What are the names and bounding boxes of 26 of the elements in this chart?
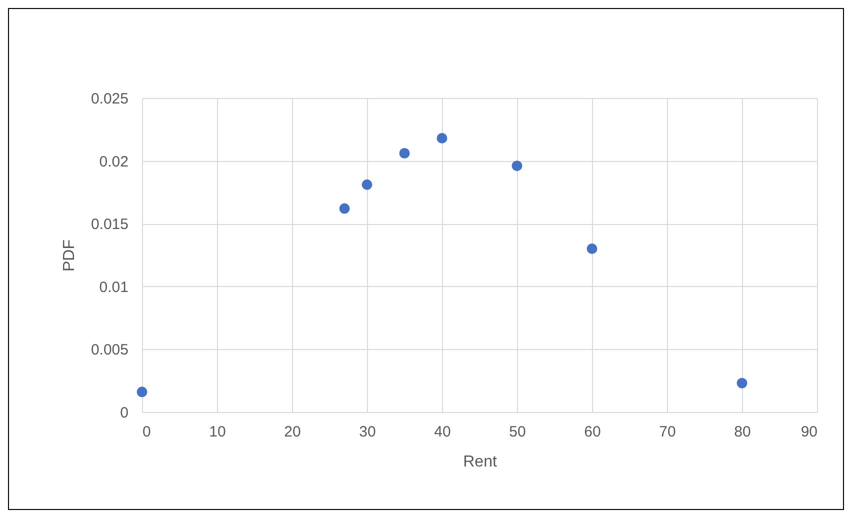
x-tick-label: 30 [359, 424, 376, 440]
x-tick-label: 10 [209, 424, 226, 440]
point [399, 148, 410, 158]
point [339, 203, 350, 214]
y-axis-title: PDF [60, 239, 78, 272]
point [136, 386, 148, 398]
y-tick-label: 0.025 [90, 90, 128, 108]
y-tick-label: 0 [120, 404, 128, 422]
x-tick-label: 60 [584, 424, 601, 440]
point [736, 378, 748, 388]
x-tick-label: 70 [659, 424, 676, 440]
y-tick-label: 0.01 [99, 278, 128, 296]
x-axis-title: Rent [463, 454, 498, 470]
point [586, 243, 598, 254]
y-tick-label: 0.02 [99, 153, 128, 170]
point [512, 160, 522, 172]
x-tick-label: 80 [734, 424, 751, 440]
x-tick-label: 40 [434, 424, 451, 440]
y-tick-label: 0.005 [90, 342, 128, 359]
point [436, 132, 448, 144]
x-tick-label: 50 [509, 424, 526, 440]
y-tick-label: 0.015 [90, 216, 128, 234]
x-tick-label: 20 [284, 424, 301, 440]
x-tick-label: 0 [142, 424, 151, 440]
x-tick-label: 90 [800, 424, 818, 440]
point [362, 179, 372, 190]
